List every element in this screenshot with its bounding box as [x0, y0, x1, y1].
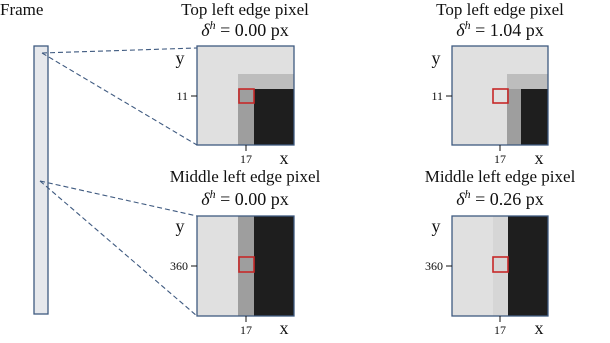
- panel-title: Middle left edge pixel: [170, 167, 321, 186]
- x-tick-label: 17: [240, 323, 252, 337]
- panel-title: Top left edge pixel: [436, 0, 564, 19]
- pixel-zoom-image: [196, 215, 295, 317]
- connector-top-upper: [41, 47, 198, 54]
- y-tick-label: 360: [425, 259, 443, 273]
- x-axis-label: x: [535, 148, 544, 168]
- panel-title: Middle left edge pixel: [425, 167, 576, 186]
- frame-label: Frame: [0, 0, 43, 19]
- highlighted-pixel: [492, 256, 509, 273]
- y-tick-label: 11: [176, 89, 188, 103]
- y-axis-label: y: [432, 48, 441, 68]
- panel-delta: δh = 0.00 px: [201, 187, 289, 209]
- panel-middle-left: Middle left edge pixel δh = 0.00 px y 36…: [170, 167, 321, 338]
- zoom-connectors-top: [41, 47, 198, 146]
- highlighted-pixel: [238, 256, 255, 273]
- connector-middle-lower: [39, 180, 198, 317]
- panel-middle-right: Middle left edge pixel δh = 0.26 px y 36…: [425, 167, 576, 338]
- panel-delta: δh = 0.26 px: [456, 187, 544, 209]
- zoom-connectors-middle: [39, 180, 198, 317]
- x-tick-label: 17: [494, 152, 506, 166]
- pixel-zoom-image: [196, 45, 295, 146]
- highlighted-pixel: [492, 88, 509, 104]
- pixel-zoom-image: [451, 45, 549, 146]
- highlighted-pixel: [238, 88, 255, 104]
- y-axis-label: y: [176, 216, 185, 236]
- frame-strip: [33, 45, 49, 315]
- pixel-zoom-image: [451, 215, 549, 317]
- panel-delta: δh = 1.04 px: [456, 18, 544, 40]
- y-tick-label: 11: [431, 89, 443, 103]
- y-axis-label: y: [432, 216, 441, 236]
- y-axis-label: y: [176, 48, 185, 68]
- x-tick-label: 17: [494, 323, 506, 337]
- connector-top-lower: [41, 52, 198, 146]
- connector-middle-upper: [39, 180, 198, 217]
- x-axis-label: x: [280, 148, 289, 168]
- x-axis-label: x: [280, 318, 289, 338]
- panel-title: Top left edge pixel: [181, 0, 309, 19]
- y-tick-label: 360: [170, 259, 188, 273]
- panel-top-left: Top left edge pixel δh = 0.00 px y 11 17…: [176, 0, 310, 168]
- x-tick-label: 17: [240, 152, 252, 166]
- panel-top-right: Top left edge pixel δh = 1.04 px y 11 17…: [431, 0, 564, 168]
- x-axis-label: x: [535, 318, 544, 338]
- panel-delta: δh = 0.00 px: [201, 18, 289, 40]
